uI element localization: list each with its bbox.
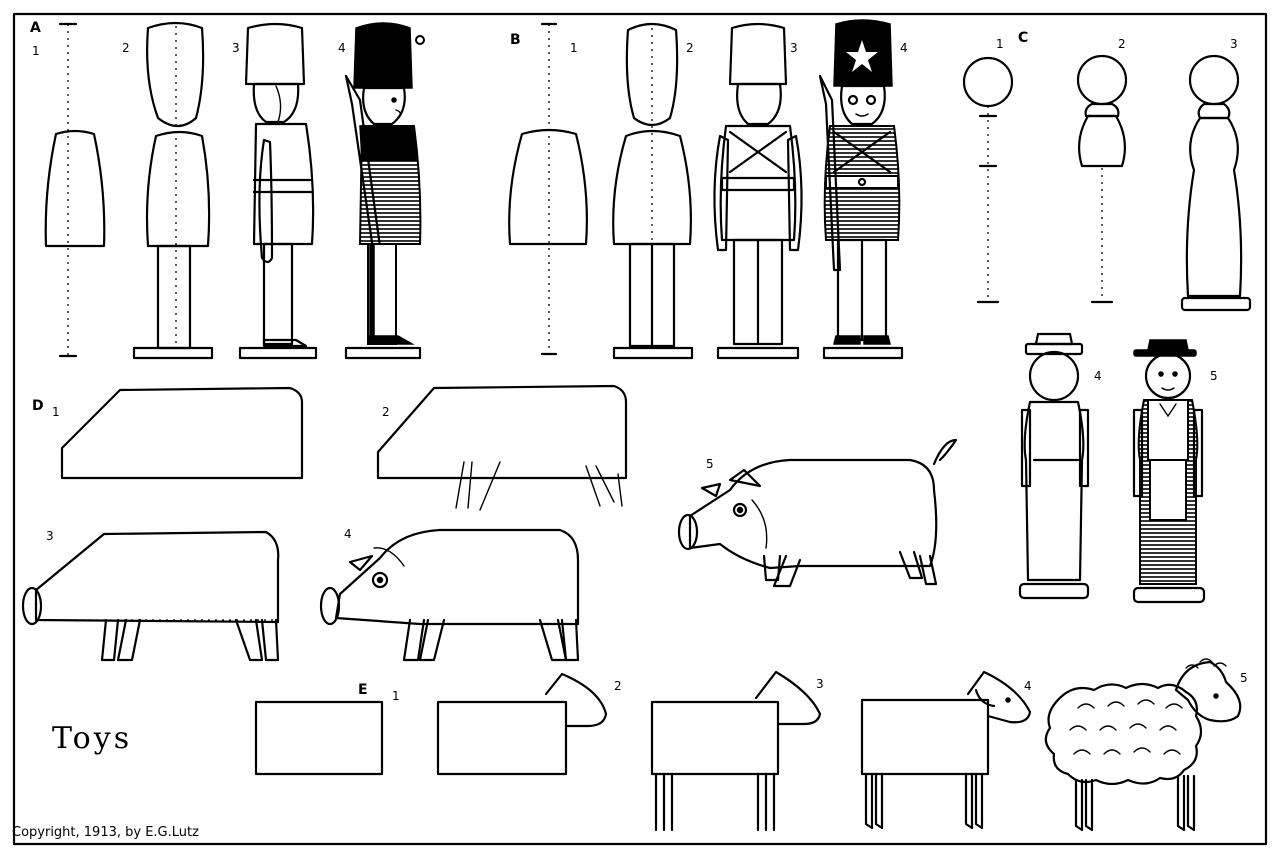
section-d-step-1: 1	[52, 386, 304, 480]
section-e-lamb: E 1 2 3 4	[254, 658, 1248, 832]
section-d-step-2-number: 2	[382, 405, 390, 419]
section-d-pig: D 1 2 3 4	[21, 384, 958, 662]
section-b-soldier-front: B 1 2 3	[508, 19, 908, 360]
section-a-step-2: 2	[122, 21, 214, 360]
section-e-step-3: 3	[650, 670, 824, 832]
section-c-step-3-number: 3	[1230, 37, 1238, 51]
section-b-step-1: 1	[508, 22, 588, 356]
section-b-label: B	[510, 32, 521, 48]
section-b-step-2: 2	[612, 22, 694, 360]
plate-border	[12, 12, 1268, 846]
section-c-step-5: 5	[1132, 339, 1218, 604]
section-e-step-2-number: 2	[614, 679, 622, 693]
section-e-step-1-number: 1	[392, 689, 400, 703]
section-c-step-5-number: 5	[1210, 369, 1218, 383]
section-c-step-4: 4	[1018, 332, 1102, 600]
section-d-label: D	[32, 398, 44, 414]
section-b-step-4: 4	[818, 19, 908, 360]
section-d-step-4-number: 4	[344, 527, 352, 541]
section-b-step-4-number: 4	[900, 41, 908, 55]
section-d-step-3-number: 3	[46, 529, 54, 543]
copyright-line: Copyright, 1913, by E.G.Lutz	[12, 825, 199, 840]
section-a-label: A	[30, 20, 41, 36]
section-d-step-1-number: 1	[52, 405, 60, 419]
section-d-step-5-number: 5	[706, 457, 714, 471]
section-e-step-3-number: 3	[816, 677, 824, 691]
section-e-step-1: 1	[254, 689, 400, 776]
section-e-label: E	[358, 682, 368, 698]
section-e-step-4: 4	[860, 670, 1032, 830]
section-e-step-2: 2	[436, 672, 622, 776]
section-c-step-2: 2	[1076, 37, 1128, 304]
section-e-step-5-number: 5	[1240, 671, 1248, 685]
plate-title: Toys	[52, 721, 132, 756]
section-c-step-4-number: 4	[1094, 369, 1102, 383]
section-b-step-2-number: 2	[686, 41, 694, 55]
section-c-step-1: 1	[962, 37, 1014, 304]
section-d-step-5: 5	[677, 438, 958, 588]
section-a-step-4-number: 4	[338, 41, 346, 55]
section-c-step-1-number: 1	[996, 37, 1004, 51]
section-b-step-3-number: 3	[790, 41, 798, 55]
section-d-step-3: 3	[21, 529, 280, 662]
section-a-step-1-number: 1	[32, 44, 40, 58]
section-a-step-3-number: 3	[232, 41, 240, 55]
section-a-soldier-side: A 1 2 3	[30, 20, 425, 360]
section-d-step-4: 4	[319, 527, 580, 662]
section-c-lady-figure: C 1 2 3 4	[962, 30, 1252, 604]
section-c-step-3: 3	[1180, 37, 1252, 312]
section-c-label: C	[1018, 30, 1028, 46]
section-c-step-2-number: 2	[1118, 37, 1126, 51]
section-a-step-3: 3	[232, 22, 318, 360]
section-a-step-1: 1	[32, 22, 106, 358]
section-b-step-1-number: 1	[570, 41, 578, 55]
section-d-step-2: 2	[376, 384, 628, 511]
section-b-step-3: 3	[713, 22, 803, 360]
section-a-step-2-number: 2	[122, 41, 130, 55]
section-e-step-5: 5	[1044, 658, 1248, 832]
section-a-step-4: 4	[338, 22, 425, 360]
section-e-step-4-number: 4	[1024, 679, 1032, 693]
